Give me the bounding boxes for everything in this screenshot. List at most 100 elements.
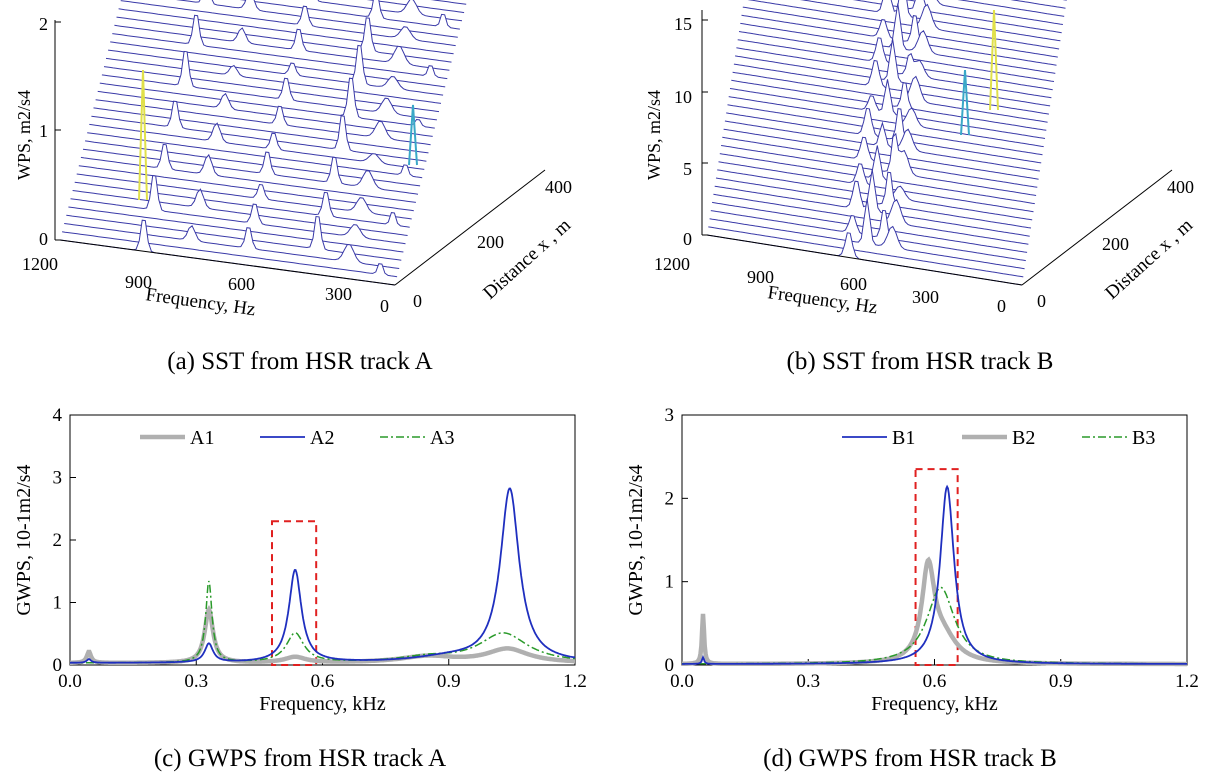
y-axis-label: GWPS, 10-1m2/s4 bbox=[625, 464, 647, 615]
waterfall-lines-b bbox=[706, 0, 1067, 287]
x-tick-label: 1.2 bbox=[563, 671, 587, 692]
waterfall-line bbox=[733, 59, 1049, 115]
waterfall-line bbox=[727, 104, 1043, 156]
y-tick-label: 1 bbox=[665, 572, 675, 593]
caption-d: (d) GWPS from HSR track B bbox=[763, 745, 1057, 772]
y-tick-label: 3 bbox=[53, 468, 63, 489]
z-tick-b-3: 15 bbox=[674, 14, 692, 34]
waterfall-line bbox=[76, 173, 412, 220]
waterfall-line bbox=[93, 107, 429, 154]
waterfall-line bbox=[239, 0, 460, 30]
y-tick-label: 2 bbox=[53, 530, 63, 551]
freq-tick-a-0: 1200 bbox=[22, 254, 58, 274]
dist-tick-a-1: 200 bbox=[477, 232, 504, 252]
freq-tick-a-3: 300 bbox=[325, 284, 352, 304]
x-axis-label: Frequency, kHz bbox=[259, 693, 386, 715]
waterfall-line bbox=[64, 223, 400, 269]
x-tick-label: 0.9 bbox=[1049, 671, 1073, 692]
y-tick-label: 2 bbox=[665, 488, 675, 509]
freq-tick-b-4: 0 bbox=[997, 296, 1006, 316]
x-tick-label: 0.3 bbox=[796, 671, 820, 692]
x-tick-label: 0.6 bbox=[923, 671, 947, 692]
waterfall-line bbox=[708, 226, 1024, 278]
freq-axis bbox=[59, 239, 396, 286]
waterfall-line bbox=[101, 50, 437, 121]
waterfall-line bbox=[747, 0, 1060, 50]
caption-b: (b) SST from HSR track B bbox=[786, 348, 1054, 375]
waterfall-line bbox=[729, 79, 1046, 139]
waterfall-line bbox=[62, 231, 398, 278]
y-tick-label: 0 bbox=[53, 655, 63, 676]
y-axis-label: GWPS, 10-1m2/s4 bbox=[13, 464, 35, 615]
waterfall-line bbox=[957, 0, 1065, 17]
waterfall-lines-a bbox=[59, 0, 467, 287]
peak-spike bbox=[138, 69, 148, 201]
caption-c: (c) GWPS from HSR track A bbox=[153, 745, 447, 772]
freq-tick-b-1: 900 bbox=[747, 267, 774, 287]
x-tick-label: 0.0 bbox=[58, 671, 82, 692]
peak-spike bbox=[989, 9, 999, 111]
x-tick-label: 0.6 bbox=[311, 671, 335, 692]
waterfall-b: 0 5 10 15 WPS, m2/s4 1200 900 600 300 0 … bbox=[644, 0, 1197, 318]
waterfall-line bbox=[120, 0, 456, 47]
z-tick-a-0: 0 bbox=[39, 229, 48, 249]
x-tick-label: 0.9 bbox=[437, 671, 461, 692]
dist-tick-b-1: 200 bbox=[1102, 234, 1129, 254]
peak-spike bbox=[960, 69, 970, 136]
legend-label-A1: A1 bbox=[190, 427, 214, 449]
z-tick-b-1: 5 bbox=[683, 159, 692, 179]
legend-label-B3: B3 bbox=[1132, 427, 1155, 449]
waterfall-line bbox=[905, 0, 1063, 25]
waterfall-line bbox=[82, 148, 419, 195]
dist-tick-b-0: 0 bbox=[1037, 291, 1046, 311]
waterfall-line bbox=[740, 3, 1056, 74]
series-line-B1 bbox=[682, 484, 1187, 665]
waterfall-line bbox=[87, 132, 423, 179]
z-label-a: WPS, m2/s4 bbox=[14, 90, 34, 180]
highlight-box bbox=[271, 520, 318, 666]
waterfall-line bbox=[108, 44, 444, 96]
plot-frame bbox=[681, 414, 1188, 666]
waterfall-line bbox=[91, 100, 427, 162]
waterfall-line bbox=[74, 181, 410, 228]
waterfall-line bbox=[723, 128, 1039, 180]
dist-tick-a-2: 400 bbox=[545, 177, 572, 197]
waterfall-line bbox=[70, 175, 406, 245]
freq-tick-b-2: 600 bbox=[840, 274, 867, 294]
x-tick-label: 0.3 bbox=[184, 671, 208, 692]
dist-axis bbox=[1021, 169, 1173, 286]
series-line-A2 bbox=[69, 487, 576, 664]
z-tick-b-0: 0 bbox=[683, 229, 692, 249]
panel-a: 0 1 2 WPS, m2/s4 1200 900 600 300 0 Freq… bbox=[0, 0, 600, 330]
waterfall-line bbox=[724, 120, 1040, 172]
panel-c: 0.0 0.3 0.6 0.9 1.2 0 1 2 3 4 Frequency, kHz GWPS, … bbox=[0, 395, 600, 725]
waterfall-line bbox=[80, 143, 416, 203]
waterfall-line bbox=[105, 57, 442, 104]
y-tick-label: 1 bbox=[53, 593, 63, 614]
plot-frame bbox=[69, 414, 576, 666]
waterfall-line bbox=[714, 169, 1030, 237]
freq-tick-a-2: 600 bbox=[228, 274, 255, 294]
dist-tick-b-2: 400 bbox=[1167, 177, 1194, 197]
waterfall-line bbox=[799, 0, 1061, 42]
panel-d: 0.0 0.3 0.6 0.9 1.2 0 1 2 3 Frequency, kHz GWPS, 1… bbox=[612, 395, 1212, 725]
freq-tick-b-3: 300 bbox=[912, 287, 939, 307]
gwps-chart-d: 0.0 0.3 0.6 0.9 1.2 0 1 2 3 Frequency, kHz GWPS, 1… bbox=[625, 405, 1199, 715]
waterfall-line bbox=[713, 193, 1029, 245]
panel-b: 0 5 10 15 WPS, m2/s4 1200 900 600 300 0 … bbox=[612, 0, 1212, 330]
dist-label-a: Distance x , m bbox=[479, 215, 575, 304]
peak-spike bbox=[408, 104, 418, 166]
freq-tick-a-1: 900 bbox=[125, 272, 152, 292]
y-tick-label: 4 bbox=[53, 405, 63, 426]
legend-label-A3: A3 bbox=[430, 427, 454, 449]
gwps-chart-c: 0.0 0.3 0.6 0.9 1.2 0 1 2 3 4 Frequency, kHz GWPS, … bbox=[13, 405, 587, 715]
waterfall-line bbox=[738, 31, 1055, 82]
waterfall-line bbox=[99, 77, 435, 129]
waterfall-line bbox=[728, 96, 1044, 148]
z-label-b: WPS, m2/s4 bbox=[644, 90, 664, 180]
freq-tick-a-4: 0 bbox=[380, 296, 389, 316]
z-tick-a-2: 2 bbox=[39, 14, 48, 34]
x-tick-label: 1.2 bbox=[1175, 671, 1199, 692]
legend-label-B2: B2 bbox=[1012, 427, 1035, 449]
waterfall-line bbox=[719, 145, 1035, 205]
